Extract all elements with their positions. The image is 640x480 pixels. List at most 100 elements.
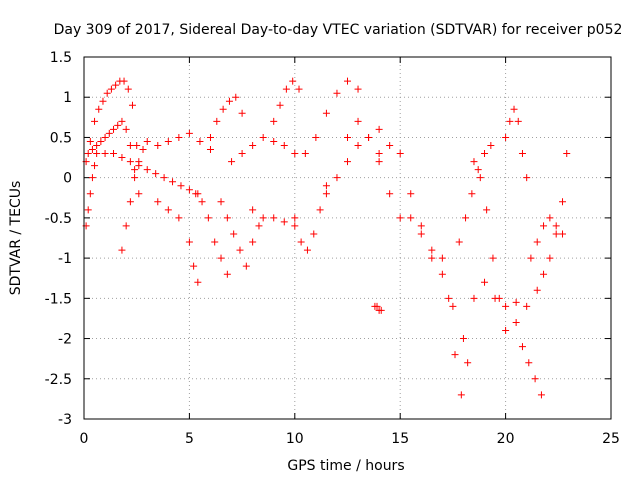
data-point (438, 270, 446, 278)
data-point (185, 129, 193, 137)
data-point (322, 182, 330, 190)
series-arc-8 (192, 190, 231, 278)
data-point (118, 246, 126, 254)
data-point (249, 238, 257, 246)
data-point (354, 141, 362, 149)
data-point (333, 89, 341, 97)
series-arc-27 (527, 214, 567, 262)
data-point (291, 150, 299, 158)
series-arc-13 (270, 77, 303, 125)
data-point (223, 214, 231, 222)
data-point (118, 117, 126, 125)
x-tick-label: 25 (602, 431, 620, 447)
data-point (164, 137, 172, 145)
data-point (375, 150, 383, 158)
y-tick-label: -1 (58, 251, 72, 267)
data-point (118, 154, 126, 162)
data-point (396, 214, 404, 222)
series-arc-9 (206, 93, 246, 141)
plot-frame (83, 56, 612, 420)
data-point (470, 158, 478, 166)
data-point (280, 141, 288, 149)
data-point (91, 117, 99, 125)
y-tick-label: -3 (58, 412, 72, 428)
data-point (457, 391, 465, 399)
y-tick-label: -1.5 (45, 291, 72, 307)
series-arc-25 (502, 105, 531, 182)
data-point (291, 222, 299, 230)
data-point (386, 190, 394, 198)
data-point (228, 158, 236, 166)
data-point (204, 214, 212, 222)
data-point (86, 190, 94, 198)
data-point (126, 141, 134, 149)
x-axis-title: GPS time / hours (287, 458, 404, 474)
y-tick-label: -2 (58, 332, 72, 348)
data-point (377, 306, 385, 314)
data-point (474, 166, 482, 174)
data-point (546, 254, 554, 262)
data-point (322, 109, 330, 117)
data-point (428, 254, 436, 262)
data-point (95, 105, 103, 113)
data-point (295, 85, 303, 93)
data-point (344, 158, 351, 166)
data-point (206, 133, 214, 141)
data-point (523, 302, 531, 310)
data-point (91, 162, 99, 170)
series-arc-11 (228, 133, 299, 166)
data-point (301, 150, 309, 158)
data-point (93, 150, 101, 158)
data-point (135, 190, 143, 198)
data-point (514, 117, 522, 125)
data-point (88, 174, 96, 182)
series-arc-10 (217, 198, 263, 270)
data-point (196, 137, 204, 145)
data-point (133, 141, 141, 149)
data-point (396, 150, 404, 158)
series-arc-21 (438, 254, 478, 399)
data-point (316, 206, 324, 214)
series-arc-23 (470, 158, 510, 335)
data-point (143, 137, 151, 145)
series-arc-18 (371, 302, 385, 314)
x-tick-label: 5 (185, 431, 194, 447)
y-tick-label: 1.5 (50, 50, 72, 66)
series-arc-12 (249, 206, 299, 230)
series-arc-19 (375, 141, 436, 262)
x-tick-label: 10 (286, 431, 304, 447)
data-point (523, 174, 531, 182)
data-point (101, 150, 109, 158)
data-point (198, 198, 206, 206)
data-point (438, 254, 446, 262)
x-tick-label: 15 (391, 431, 409, 447)
data-point (154, 198, 162, 206)
data-point (312, 133, 320, 141)
data-point (462, 214, 470, 222)
data-point (468, 190, 476, 198)
data-point (99, 97, 107, 105)
series-arc-1 (82, 77, 136, 166)
data-point (297, 238, 305, 246)
y-tick-label: -2.5 (45, 372, 72, 388)
x-tick-labels: 0 5 10 15 20 25 (80, 431, 620, 447)
series-arc-16 (322, 125, 383, 198)
data-point (373, 302, 381, 310)
data-point (217, 254, 225, 262)
data-point (483, 206, 491, 214)
data-point (559, 230, 567, 238)
data-point (135, 158, 143, 166)
data-point (131, 166, 139, 174)
data-point (190, 262, 198, 270)
data-point (506, 117, 514, 125)
data-point (289, 77, 297, 85)
data-point (192, 190, 200, 198)
data-point (270, 214, 278, 222)
data-point (152, 170, 160, 178)
data-point (122, 125, 130, 133)
data-point (502, 302, 510, 310)
data-point (510, 105, 518, 113)
data-point (407, 190, 415, 198)
data-point (194, 278, 202, 286)
data-point (154, 141, 162, 149)
